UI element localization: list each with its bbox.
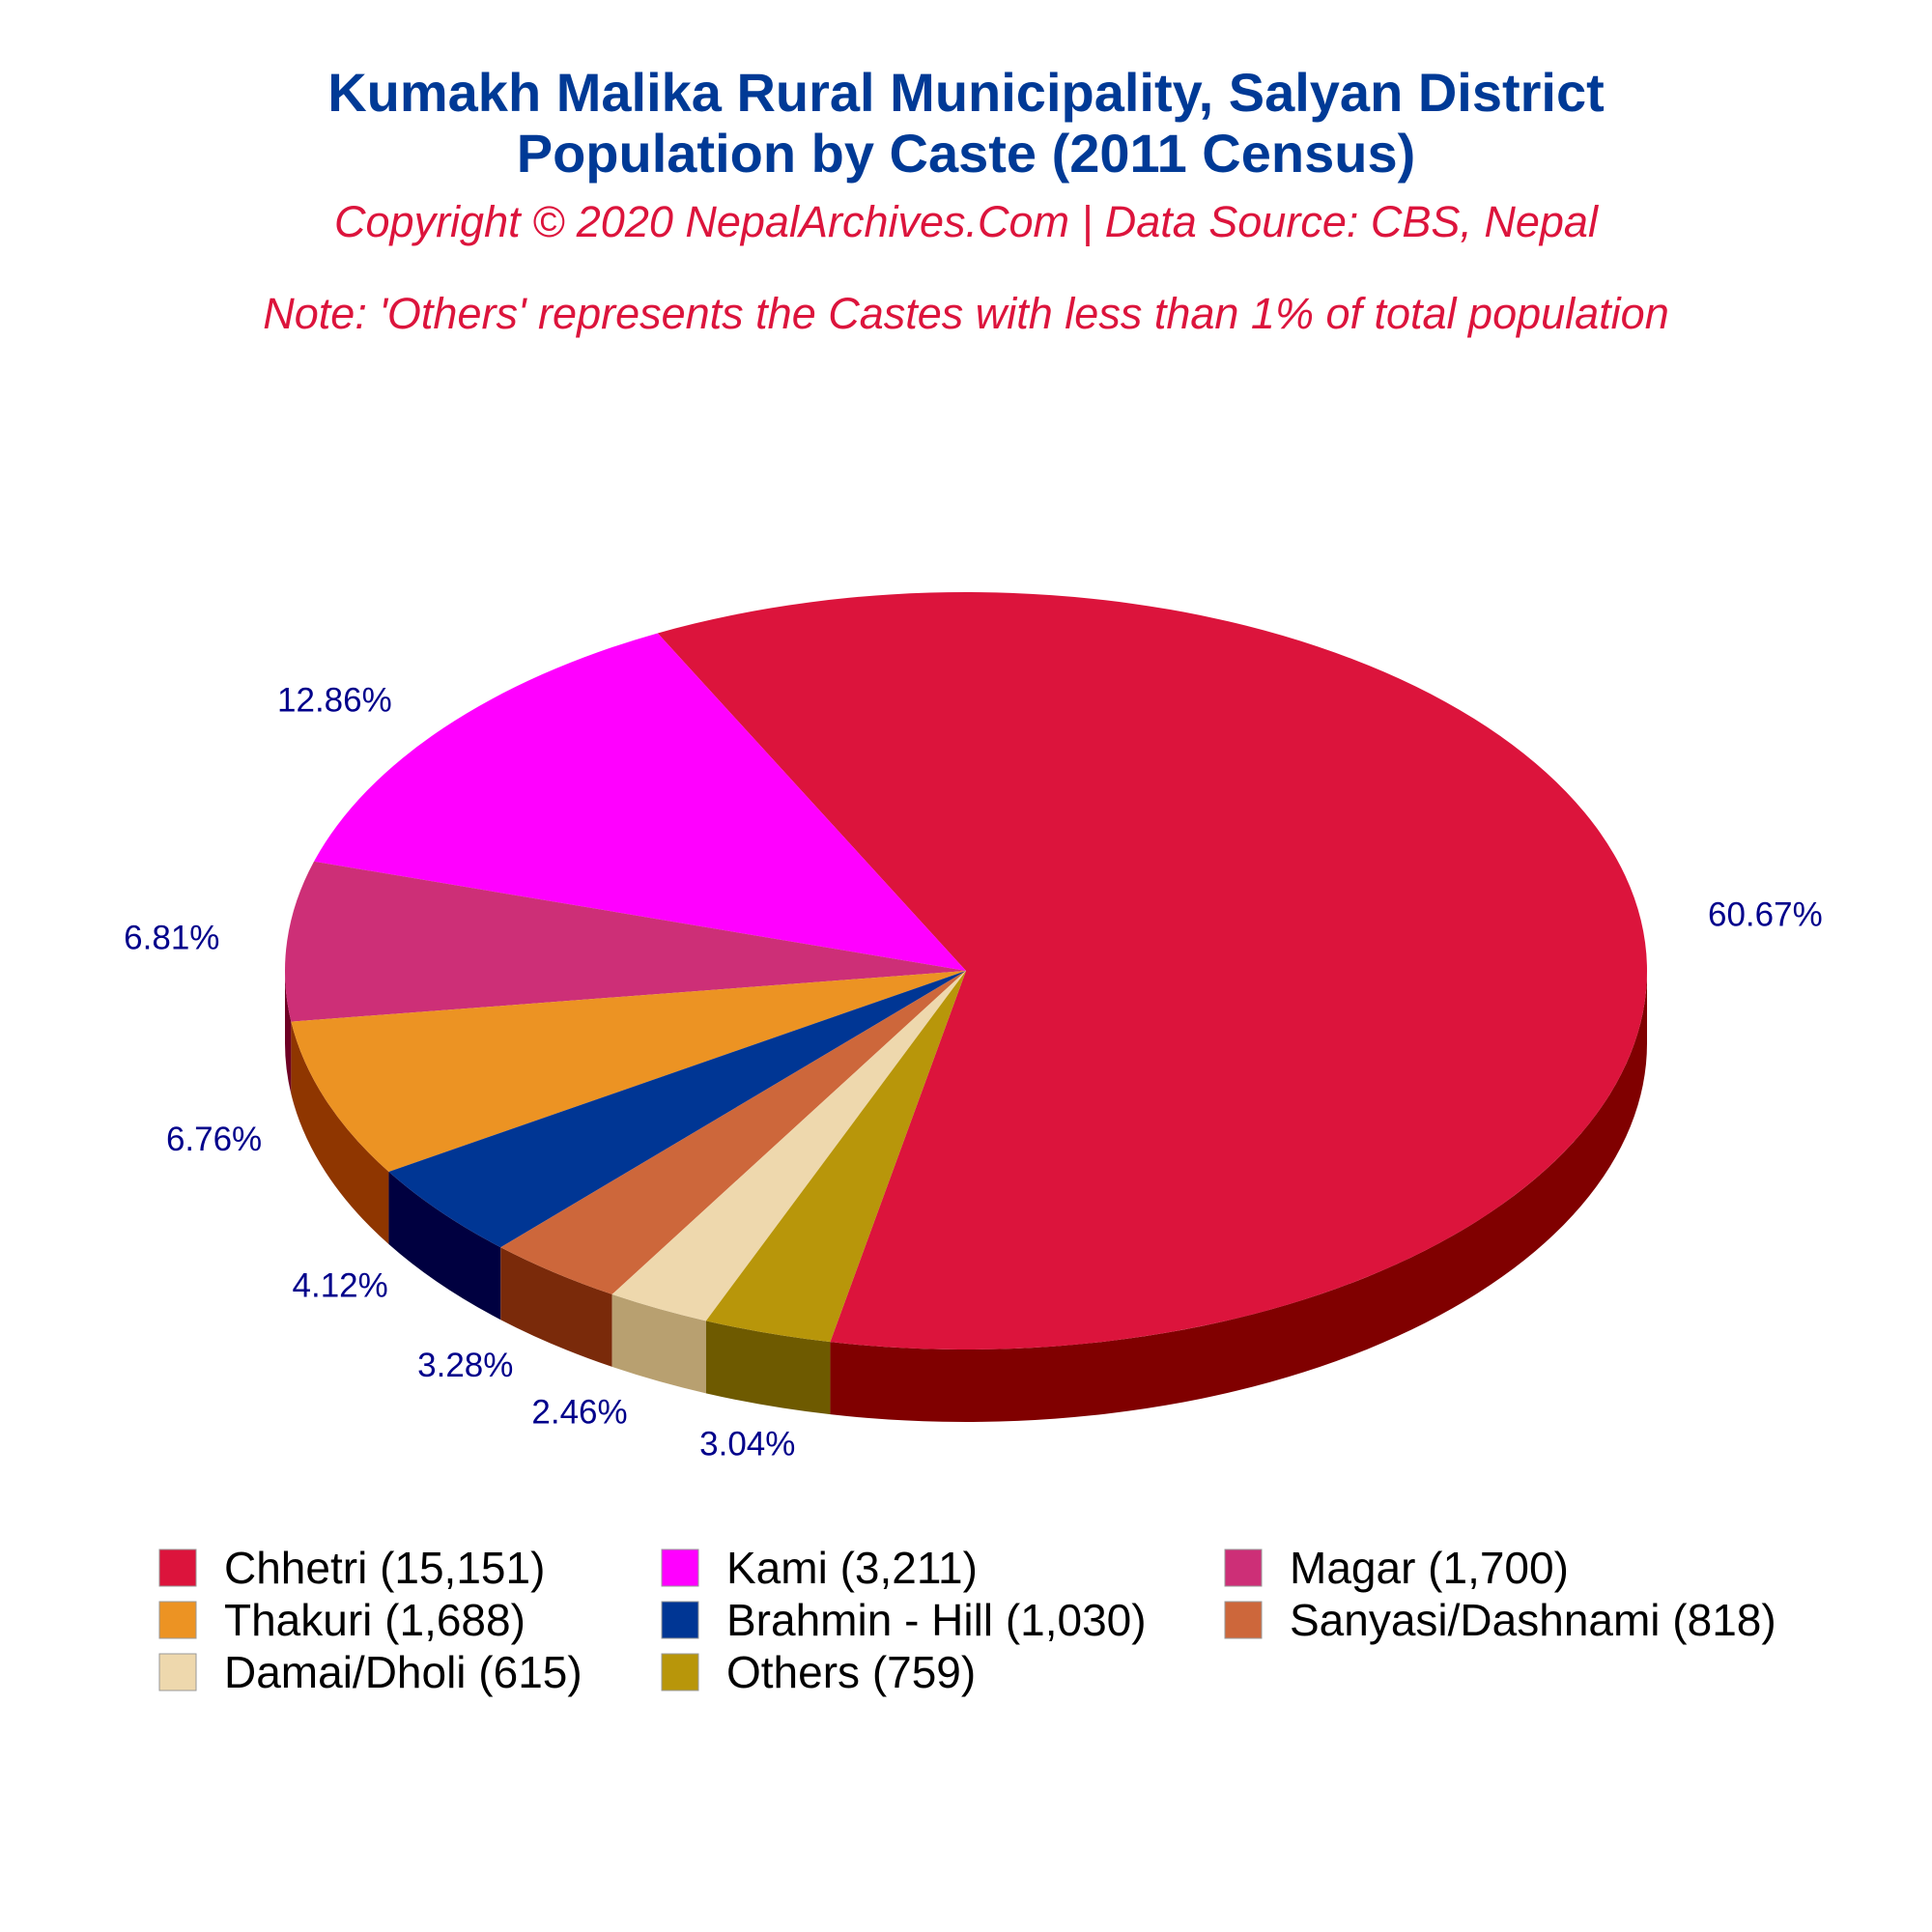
pie-label-thakuri: 6.76% <box>166 1121 262 1158</box>
legend-swatch-sanyasi-dashnami <box>1224 1601 1263 1639</box>
legend-label-brahmin-hill: Brahmin - Hill (1,030) <box>726 1595 1147 1645</box>
legend-swatch-thakuri <box>158 1601 197 1639</box>
legend-label-magar: Magar (1,700) <box>1290 1543 1569 1593</box>
pie-side-magar <box>285 971 292 1094</box>
chart-subtitle: Copyright © 2020 NepalArchives.Com | Dat… <box>334 197 1600 246</box>
pie-slice-kami <box>314 633 967 971</box>
legend-swatch-kami <box>661 1548 699 1587</box>
legend: Chhetri (15,151) Kami (3,211) Magar (1,700… <box>158 1543 1776 1697</box>
legend-label-thakuri: Thakuri (1,688) <box>224 1595 526 1645</box>
legend-label-kami: Kami (3,211) <box>726 1543 978 1593</box>
pie-tops <box>285 591 1647 1350</box>
chart-title-line1: Kumakh Malika Rural Municipality, Salyan… <box>327 62 1605 123</box>
pie-side-chhetri <box>830 971 1647 1423</box>
pie-side-sanyasi-dashnami <box>500 1247 612 1367</box>
pie-slice-others <box>705 971 966 1343</box>
pie-slice-damai-dholi <box>611 971 966 1321</box>
pie-label-others: 3.04% <box>699 1426 795 1463</box>
pie-label-sanyasi-dashnami: 3.28% <box>417 1347 513 1384</box>
legend-label-sanyasi-dashnami: Sanyasi/Dashnami (818) <box>1290 1595 1776 1645</box>
legend-swatch-brahmin-hill <box>661 1601 699 1639</box>
legend-label-damai-dholi: Damai/Dholi (615) <box>224 1647 582 1697</box>
pie-label-chhetri: 60.67% <box>1708 895 1823 933</box>
pie-slice-magar <box>285 861 966 1022</box>
pie-label-brahmin-hill: 4.12% <box>293 1267 388 1305</box>
pie-slice-thakuri <box>291 971 967 1173</box>
pie-labels: 60.67% 12.86% 6.81% 6.76% 4.12% 3.28% 2.46% 3.0… <box>124 681 1823 1463</box>
chart-title-line2: Population by Caste (2011 Census) <box>517 123 1415 184</box>
pie-sides <box>285 971 1647 1423</box>
pie-label-kami: 12.86% <box>277 681 392 719</box>
pie-slice-sanyasi-dashnami <box>500 971 966 1294</box>
pie-slice-chhetri <box>657 591 1647 1350</box>
legend-label-chhetri: Chhetri (15,151) <box>224 1543 545 1593</box>
legend-label-others: Others (759) <box>726 1647 976 1697</box>
pie-side-brahmin-hill <box>388 1172 501 1321</box>
legend-swatch-others <box>661 1653 699 1691</box>
pie-side-thakuri <box>291 1021 389 1245</box>
legend-swatch-chhetri <box>158 1548 197 1587</box>
pie-slice-brahmin-hill <box>388 971 966 1248</box>
pie-side-damai-dholi <box>611 1293 706 1394</box>
pie-side-others <box>705 1321 831 1415</box>
legend-swatch-magar <box>1224 1548 1263 1587</box>
chart-note: Note: 'Others' represents the Castes wit… <box>263 289 1668 338</box>
legend-swatch-damai-dholi <box>158 1653 197 1691</box>
pie-label-magar: 6.81% <box>124 919 219 956</box>
pie-label-damai-dholi: 2.46% <box>531 1394 627 1432</box>
